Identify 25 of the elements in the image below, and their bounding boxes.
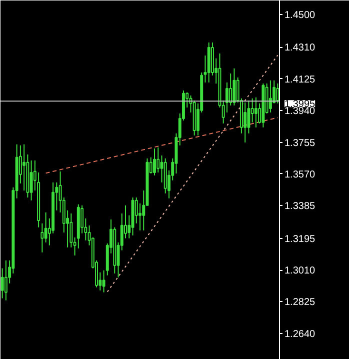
y-tick-label: 1.3755 [284, 138, 316, 149]
y-tick-label: 1.4500 [284, 10, 316, 22]
candlestick [229, 73, 232, 106]
y-tick-label: 1.2825 [284, 297, 316, 308]
candlestick [70, 212, 73, 248]
y-tick-label: 1.4125 [284, 74, 316, 86]
candlestick [0, 268, 4, 299]
candlestick [44, 212, 48, 243]
candlestick [102, 270, 106, 293]
y-tick-label: 1.4310 [284, 42, 316, 54]
y-tick-label: 1.3385 [284, 201, 316, 212]
candlestick [244, 102, 247, 143]
candlestick [138, 202, 142, 231]
candlestick [22, 144, 26, 191]
y-tick-label: 1.2640 [284, 328, 316, 340]
y-tick-label: 1.3570 [284, 170, 316, 180]
y-tick-label: 1.3010 [284, 266, 316, 277]
y-tick-label: 1.3195 [284, 234, 316, 245]
candlestick [40, 222, 44, 253]
candlestick [232, 68, 236, 106]
candlestick [268, 80, 272, 113]
candlestick [152, 148, 156, 176]
candlestick [30, 160, 33, 201]
candlestick [4, 260, 8, 301]
candlestick [254, 96, 258, 128]
